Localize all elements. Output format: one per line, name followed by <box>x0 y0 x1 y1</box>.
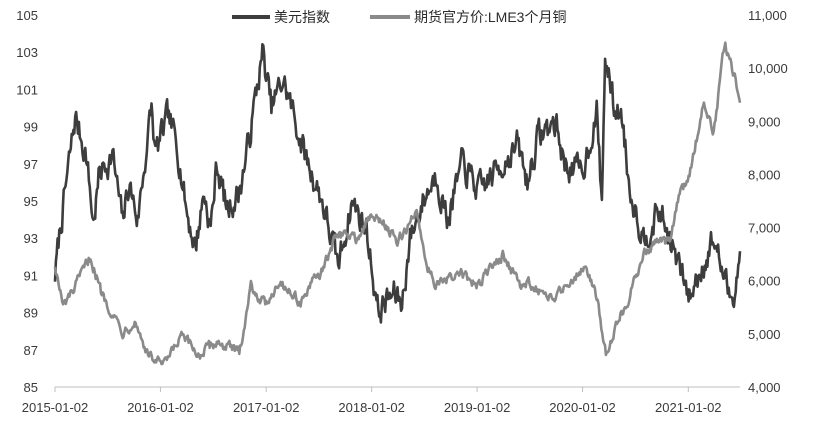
legend-label-usd-index: 美元指数 <box>274 9 330 25</box>
x-axis-tick-label: 2020-01-02 <box>549 400 616 415</box>
left-axis-tick-label: 95 <box>24 194 38 209</box>
axes: 85 87 89 91 93 95 97 99 101 103 105 4,000 5,000 6,000… <box>16 8 787 415</box>
left-axis-tick-label: 103 <box>16 45 38 60</box>
right-axis-tick-label: 8,000 <box>748 167 781 182</box>
left-axis-tick-label: 91 <box>24 268 38 283</box>
series-lines <box>53 41 742 366</box>
left-axis-tick-label: 87 <box>24 343 38 358</box>
right-axis-tick-label: 6,000 <box>748 274 781 289</box>
right-axis-tick-label: 7,000 <box>748 221 781 236</box>
left-axis-tick-label: 101 <box>16 82 38 97</box>
left-axis-tick-label: 105 <box>16 8 38 23</box>
left-axis-tick-label: 89 <box>24 306 38 321</box>
x-axis-tick-label: 2017-01-02 <box>233 400 300 415</box>
left-axis-tick-label: 97 <box>24 157 38 172</box>
x-axis-tick-label: 2015-01-02 <box>22 400 89 415</box>
legend: 美元指数 期货官方价:LME3个月铜 <box>232 9 566 25</box>
right-axis-tick-label: 5,000 <box>748 327 781 342</box>
left-axis-tick-label: 93 <box>24 231 38 246</box>
left-axis-tick-label: 85 <box>24 380 38 395</box>
x-axis-tick-label: 2019-01-02 <box>444 400 511 415</box>
right-axis-tick-label: 4,000 <box>748 380 781 395</box>
right-axis-tick-label: 9,000 <box>748 114 781 129</box>
x-axis-tick-label: 2018-01-02 <box>338 400 405 415</box>
x-axis-tick-label: 2021-01-02 <box>655 400 722 415</box>
legend-label-lme-copper: 期货官方价:LME3个月铜 <box>414 9 566 25</box>
series-line-lme-copper <box>53 41 742 366</box>
left-axis-tick-label: 99 <box>24 120 38 135</box>
right-axis-tick-label: 10,000 <box>748 61 788 76</box>
x-axis-tick-label: 2016-01-02 <box>127 400 194 415</box>
series-line-usd-index <box>53 43 742 324</box>
right-axis-tick-label: 11,000 <box>748 8 787 23</box>
